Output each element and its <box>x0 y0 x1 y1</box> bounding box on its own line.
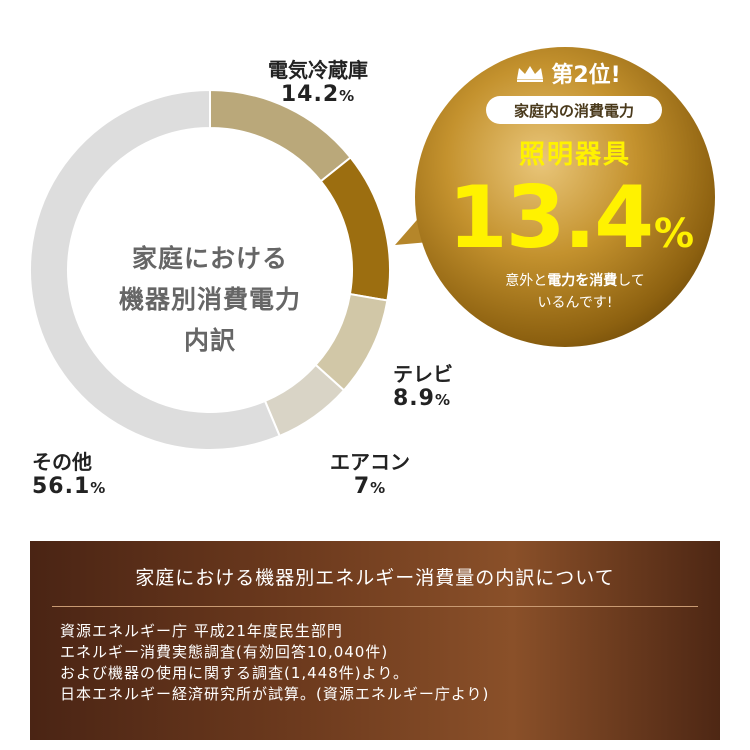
label-other: その他 56.1% <box>32 450 106 500</box>
info-panel: 家庭における機器別エネルギー消費量の内訳について 資源エネルギー庁 平成21年度… <box>30 541 720 740</box>
callout-item-name: 照明器具 <box>518 140 631 170</box>
rank-label: 第2位! <box>551 63 621 88</box>
info-body: 資源エネルギー庁 平成21年度民生部門 エネルギー消費実態調査(有効回答10,0… <box>60 621 489 705</box>
label-aircon: エアコン 7% <box>320 450 420 500</box>
label-tv: テレビ 8.9% <box>393 362 453 412</box>
center-label-line-3: 内訳 <box>183 326 236 355</box>
info-title: 家庭における機器別エネルギー消費量の内訳について <box>135 567 615 589</box>
callout-note: 意外と電力を消費して いるんです! <box>505 273 645 311</box>
donut-center-label: 家庭における 機器別消費電力 内訳 <box>100 238 320 361</box>
info-divider <box>52 606 698 607</box>
callout-subtitle: 家庭内の消費電力 <box>486 96 662 124</box>
label-refrigerator: 電気冷蔵庫 14.2% <box>268 58 368 108</box>
center-label-line-1: 家庭における <box>131 244 288 273</box>
donut-segments <box>29 88 391 451</box>
label-aircon-value: 7% <box>353 474 387 499</box>
label-other-name: その他 <box>32 450 92 474</box>
donut-segment-5 <box>29 88 281 451</box>
info-line-4: 日本エネルギー経済研究所が試算。(資源エネルギー庁より) <box>60 685 490 703</box>
label-tv-name: テレビ <box>393 362 453 386</box>
info-line-1: 資源エネルギー庁 平成21年度民生部門 <box>60 622 343 640</box>
label-refrigerator-value: 14.2% <box>280 82 356 107</box>
label-other-value: 56.1% <box>32 474 107 499</box>
label-aircon-name: エアコン <box>330 450 410 474</box>
label-tv-value: 8.9% <box>393 386 452 411</box>
label-refrigerator-name: 電気冷蔵庫 <box>268 58 368 82</box>
rank-badge: 第2位! <box>493 56 643 90</box>
donut-segment-2 <box>319 156 391 302</box>
center-label-line-2: 機器別消費電力 <box>118 285 301 314</box>
callout-value: 13.4% <box>447 168 694 268</box>
info-line-2: エネルギー消費実態調査(有効回答10,040件) <box>60 643 389 661</box>
info-line-3: および機器の使用に関する調査(1,448件)より。 <box>60 664 410 682</box>
crown-icon <box>517 66 544 82</box>
